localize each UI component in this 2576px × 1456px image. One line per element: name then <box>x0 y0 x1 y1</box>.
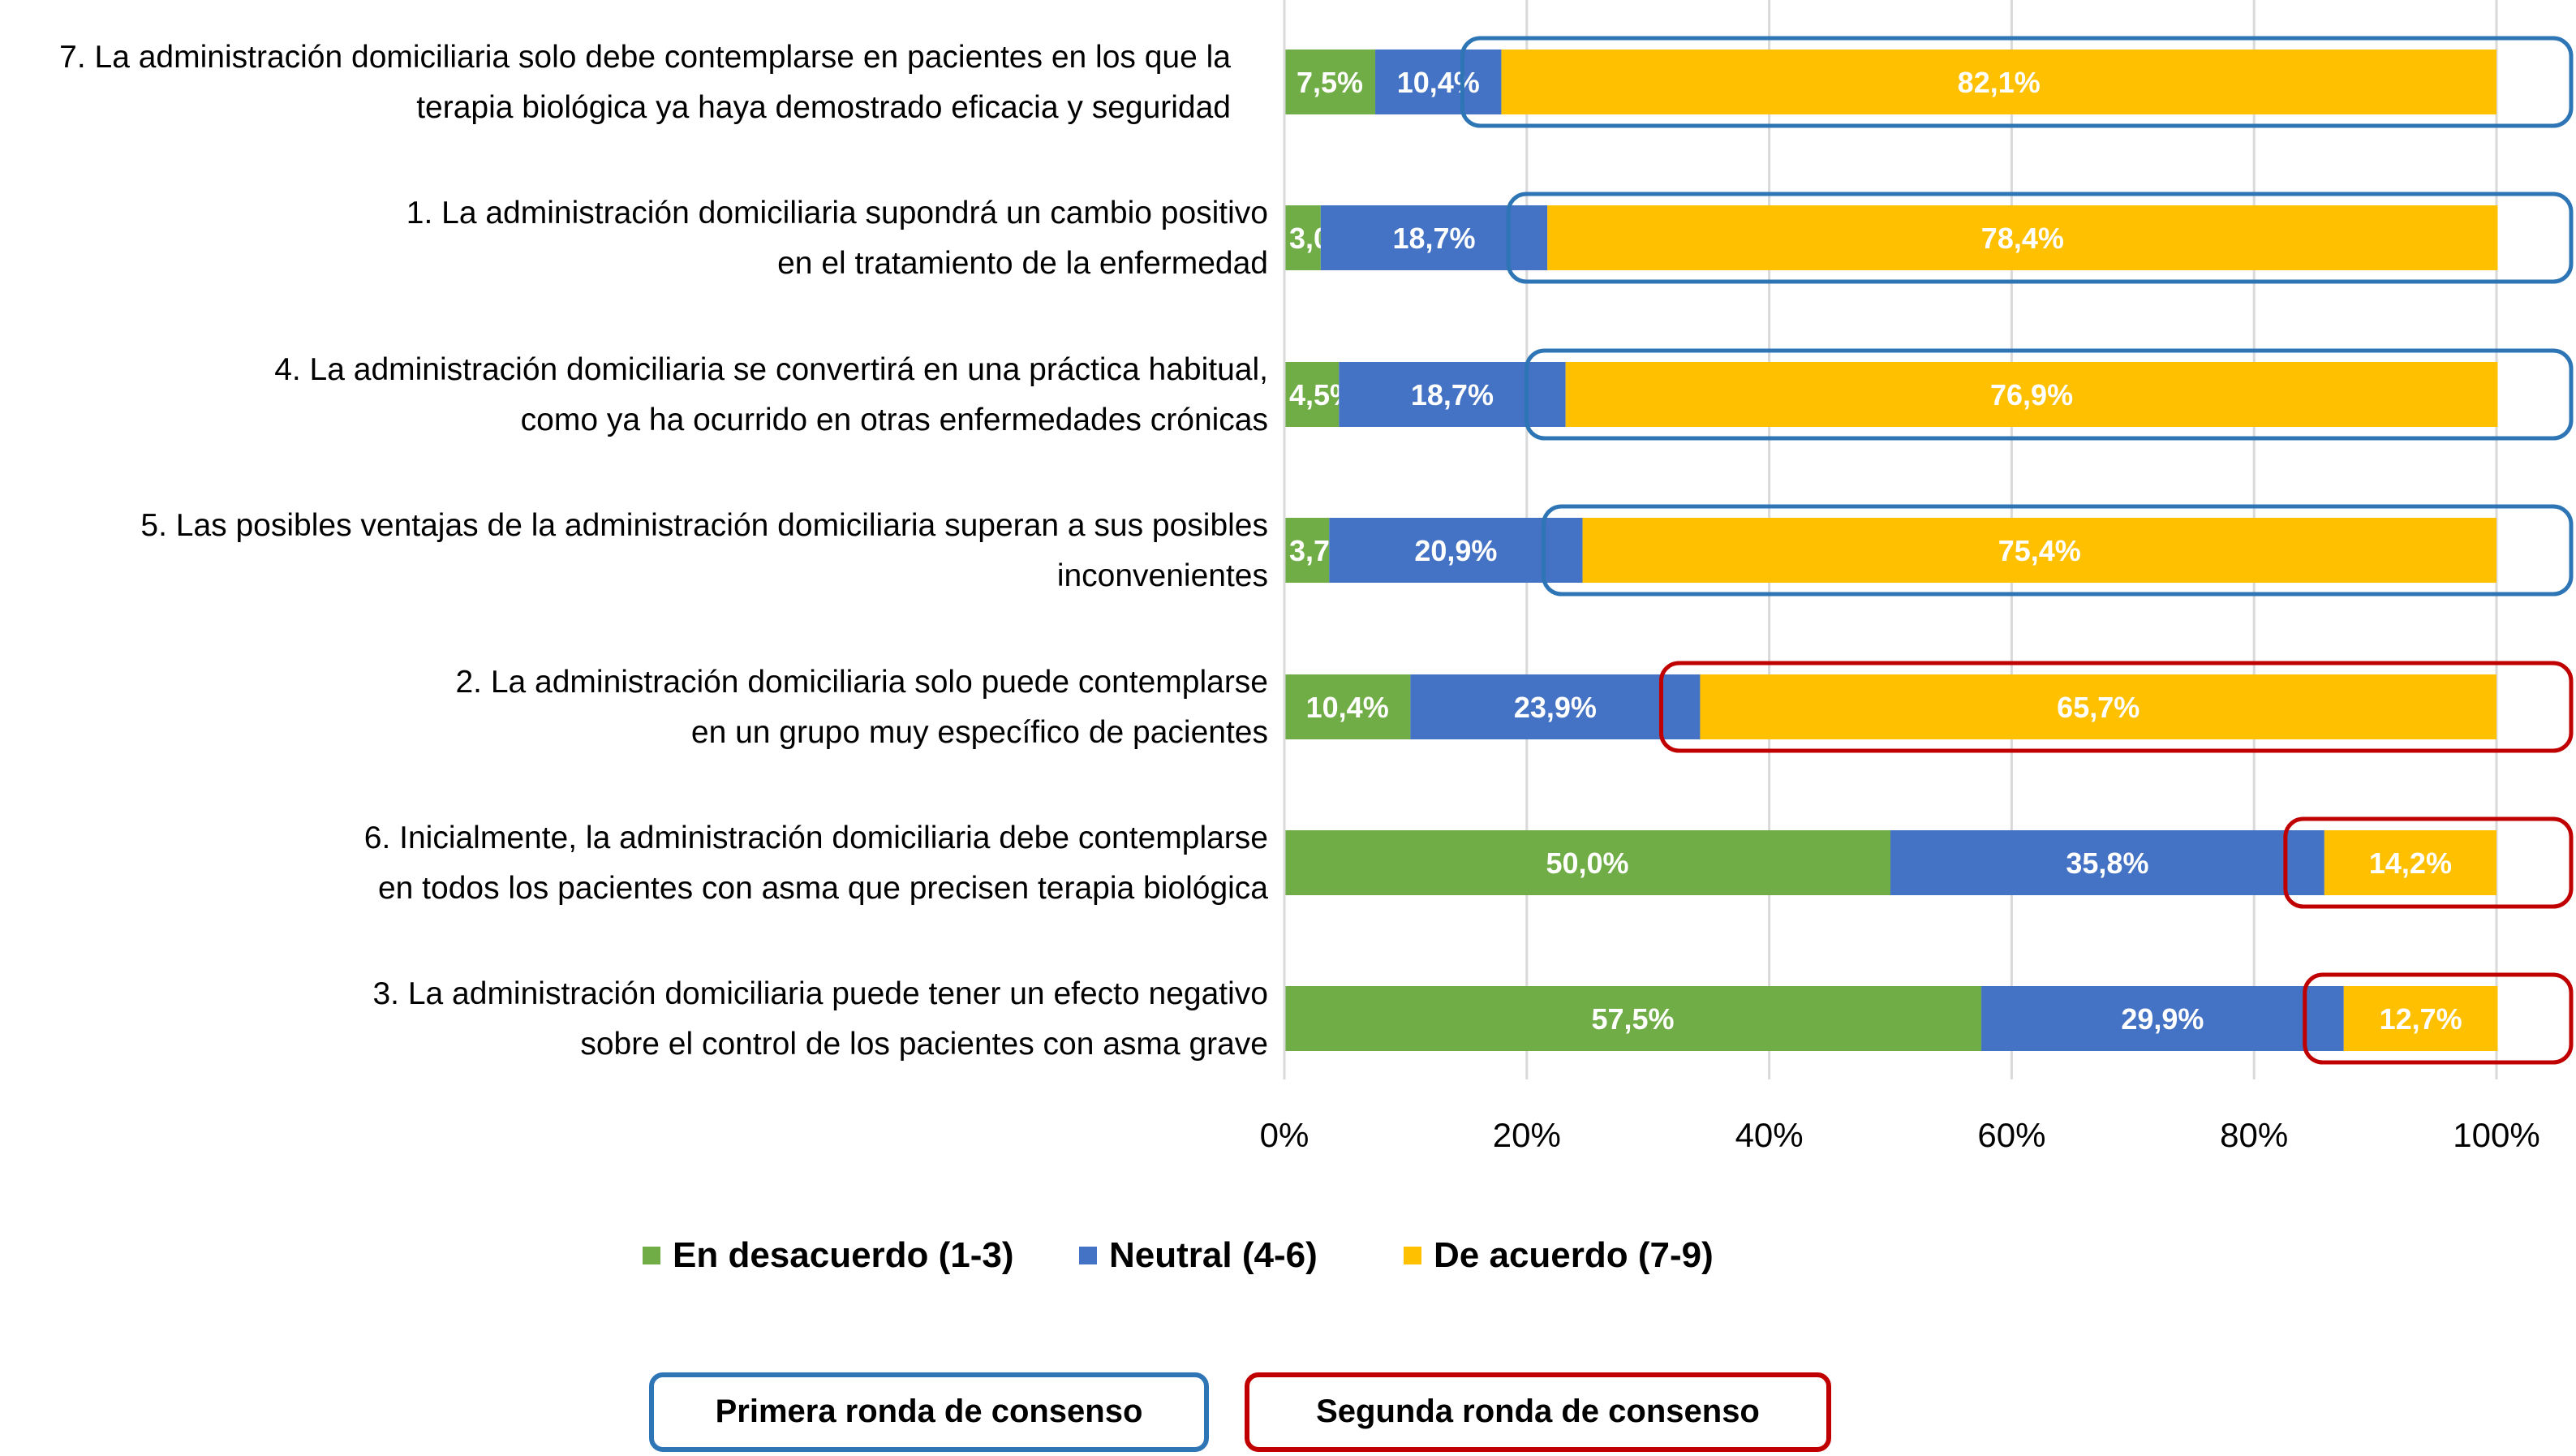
category-label-line: en todos los pacientes con asma que prec… <box>378 871 1268 906</box>
round-legend-box <box>649 1372 1209 1452</box>
consensus-highlight-box <box>2303 972 2574 1065</box>
category-label: 5. Las posibles ventajas de la administr… <box>140 508 1268 593</box>
category-label: 6. Inicialmente, la administración domic… <box>364 821 1269 906</box>
x-tick-label: 80% <box>2220 1116 2288 1154</box>
category-label-line: sobre el control de los pacientes con as… <box>580 1027 1268 1062</box>
bar-segment <box>1700 674 2496 739</box>
data-label: 10,4% <box>1306 691 1389 724</box>
series-legend: En desacuerdo (1-3) Neutral (4-6) De acuer… <box>643 1235 1714 1275</box>
data-label: 18,7% <box>1411 378 1494 411</box>
bar-segment <box>1501 50 2496 114</box>
consensus-round-legend: Primera ronda de consenso Segunda ronda d… <box>649 1372 1831 1452</box>
bar-segment <box>2324 830 2496 895</box>
x-tick-label: 60% <box>1977 1116 2045 1154</box>
legend-swatch <box>1079 1247 1097 1264</box>
bar-segment <box>1284 518 1330 583</box>
data-label: 82,1% <box>1958 66 2041 99</box>
data-label: 23,9% <box>1514 691 1597 724</box>
category-label-line: terapia biológica ya haya demostrado efi… <box>416 90 1231 125</box>
consensus-highlight-box <box>1506 192 2574 284</box>
consensus-highlight-box <box>1658 661 2574 753</box>
bar-segment <box>1284 362 1340 427</box>
bar-segment <box>1890 830 2324 895</box>
category-label-line: 5. Las posibles ventajas de la administr… <box>140 508 1268 543</box>
data-label: 76,9% <box>1990 378 2073 411</box>
bar-segment <box>1284 986 1982 1051</box>
category-label: 1. La administración domiciliaria supond… <box>406 196 1268 281</box>
x-tick-label: 0% <box>1260 1116 1310 1154</box>
category-label-line: como ya ha ocurrido en otras enfermedade… <box>521 403 1268 437</box>
consensus-highlight-box <box>1542 504 2574 597</box>
x-axis: 0% 20% 40% 60% 80% 100% <box>1260 0 2540 1154</box>
bar-segment <box>1410 674 1701 739</box>
data-label: 18,7% <box>1392 222 1475 255</box>
category-label: 2. La administración domiciliaria solo p… <box>455 665 1268 750</box>
category-label-line: 2. La administración domiciliaria solo p… <box>455 665 1268 700</box>
data-label: 57,5% <box>1591 1002 1674 1036</box>
consensus-highlight-box <box>2283 816 2574 909</box>
x-tick-label: 20% <box>1493 1116 1561 1154</box>
category-label-line: 1. La administración domiciliaria supond… <box>406 196 1268 230</box>
data-label: 65,7% <box>2057 691 2139 724</box>
bar-segment <box>1375 50 1502 114</box>
data-label: 10,4% <box>1397 66 1480 99</box>
category-label: 4. La administración domiciliaria se con… <box>274 352 1268 437</box>
bar-segment <box>1329 518 1583 583</box>
data-label: 29,9% <box>2121 1002 2204 1036</box>
category-label-line: en un grupo muy específico de pacientes <box>691 715 1268 750</box>
bar-segment <box>1284 205 1321 270</box>
category-label-line: en el tratamiento de la enfermedad <box>777 246 1268 281</box>
data-label: 7,5% <box>1297 66 1363 99</box>
data-label: 50,0% <box>1546 846 1628 880</box>
consensus-highlight-box <box>1525 348 2574 441</box>
bar-segment <box>1284 830 1890 895</box>
x-tick-label: 100% <box>2453 1116 2539 1154</box>
category-label-line: 3. La administración domiciliaria puede … <box>372 976 1268 1011</box>
consensus-highlight-box <box>1460 36 2574 128</box>
category-label-line: inconvenientes <box>1057 558 1268 593</box>
category-label-line: 7. La administración domiciliaria solo d… <box>59 40 1231 75</box>
consensus-highlight-boxes <box>1460 36 2574 1065</box>
bar-segment <box>1284 50 1376 114</box>
data-label: 12,7% <box>2380 1002 2462 1036</box>
bar-segment <box>1981 986 2344 1051</box>
bar-segment <box>1582 518 2496 583</box>
bar-segment <box>1284 674 1411 739</box>
category-label-line: 6. Inicialmente, la administración domic… <box>364 821 1268 855</box>
category-labels: 7. La administración domiciliaria solo d… <box>59 40 1268 1062</box>
legend-label: De acuerdo (7-9) <box>1434 1235 1714 1275</box>
category-label: 7. La administración domiciliaria solo d… <box>59 40 1231 125</box>
bar-segment <box>1565 362 2498 427</box>
legend-label: En desacuerdo (1-3) <box>673 1235 1014 1275</box>
round-legend-box <box>1245 1372 1831 1452</box>
legend-swatch <box>1404 1247 1421 1264</box>
category-label: 3. La administración domiciliaria puede … <box>372 976 1268 1062</box>
data-label: 75,4% <box>1998 534 2081 567</box>
legend-label: Neutral (4-6) <box>1109 1235 1318 1275</box>
round-legend-label: Segunda ronda de consenso <box>1316 1394 1760 1429</box>
bar-segment <box>2343 986 2498 1051</box>
bar-segment <box>1547 205 2498 270</box>
x-tick-label: 40% <box>1735 1116 1804 1154</box>
legend-swatch <box>643 1247 660 1264</box>
round-legend-label: Primera ronda de consenso <box>716 1394 1143 1429</box>
data-label: 35,8% <box>2066 846 2148 880</box>
data-label: 14,2% <box>2369 846 2452 880</box>
category-label-line: 4. La administración domiciliaria se con… <box>274 352 1268 387</box>
bar-segments: 7,5%10,4%82,1%3,0%18,7%78,4%4,5%18,7%76,… <box>1284 50 2498 1051</box>
data-label: 78,4% <box>1981 222 2064 255</box>
data-label: 20,9% <box>1414 534 1497 567</box>
